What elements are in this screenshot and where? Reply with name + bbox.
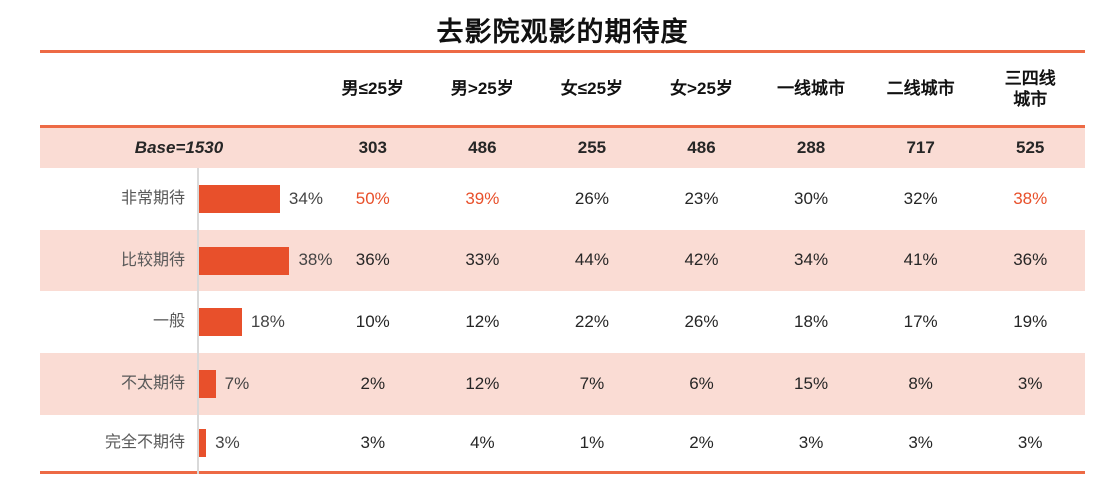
bar-cell: 非常期待 34% — [40, 168, 318, 230]
bar — [199, 185, 280, 213]
category-label: 不太期待 — [40, 374, 185, 393]
value-cell: 26% — [537, 189, 647, 209]
value-cell: 18% — [756, 312, 866, 332]
value-cell: 36% — [975, 250, 1085, 270]
value-cell: 19% — [975, 312, 1085, 332]
column-header-female-gt-25: 女>25岁 — [647, 79, 757, 99]
value-cell: 39% — [428, 189, 538, 209]
value-cell: 44% — [537, 250, 647, 270]
column-header-tier3-4-city: 三四线城市 — [975, 68, 1085, 111]
value-cell: 34% — [756, 250, 866, 270]
category-label: 非常期待 — [40, 189, 185, 208]
expectation-table: 男≤25岁 男>25岁 女≤25岁 女>25岁 一线城市 二线城市 三四线城市 … — [40, 50, 1085, 474]
value-cell: 23% — [647, 189, 757, 209]
value-cell: 22% — [537, 312, 647, 332]
category-label: 完全不期待 — [40, 433, 185, 452]
bar-cell: 不太期待 7% — [40, 353, 318, 415]
value-cell: 50% — [318, 189, 428, 209]
value-cell: 3% — [318, 433, 428, 453]
base-value: 255 — [537, 138, 647, 158]
value-cell: 12% — [428, 374, 538, 394]
value-cell: 32% — [866, 189, 976, 209]
value-cell: 17% — [866, 312, 976, 332]
base-value: 486 — [647, 138, 757, 158]
bar — [199, 370, 216, 398]
bar — [199, 247, 289, 275]
value-cell: 38% — [975, 189, 1085, 209]
value-cell: 7% — [537, 374, 647, 394]
report-page: 去影院观影的期待度 男≤25岁 男>25岁 女≤25岁 女>25岁 一线城市 二… — [0, 0, 1111, 499]
category-label: 比较期待 — [40, 251, 185, 270]
bar-value-label: 18% — [251, 312, 285, 332]
bar-value-label: 7% — [225, 374, 250, 394]
value-cell: 33% — [428, 250, 538, 270]
value-cell: 42% — [647, 250, 757, 270]
base-value: 525 — [975, 138, 1085, 158]
value-cell: 8% — [866, 374, 976, 394]
chart-title: 去影院观影的期待度 — [40, 10, 1085, 49]
value-cell: 10% — [318, 312, 428, 332]
value-cell: 2% — [647, 433, 757, 453]
chart-axis-line — [197, 168, 199, 474]
base-value: 717 — [866, 138, 976, 158]
bar — [199, 308, 242, 336]
bar-cell: 一般 18% — [40, 291, 318, 353]
value-cell: 3% — [756, 433, 866, 453]
value-cell: 30% — [756, 189, 866, 209]
bar-cell: 完全不期待 3% — [40, 415, 318, 471]
value-cell: 3% — [975, 374, 1085, 394]
base-row: Base=1530 303 486 255 486 288 717 525 — [40, 125, 1085, 168]
value-cell: 2% — [318, 374, 428, 394]
value-cell: 12% — [428, 312, 538, 332]
value-cell: 6% — [647, 374, 757, 394]
column-header-tier1-city: 一线城市 — [756, 79, 866, 99]
column-header-tier3-4-city-label: 三四线城市 — [1002, 68, 1058, 111]
value-cell: 26% — [647, 312, 757, 332]
bar-value-label: 3% — [215, 433, 240, 453]
base-value: 303 — [318, 138, 428, 158]
base-value: 486 — [428, 138, 538, 158]
base-label: Base=1530 — [40, 138, 318, 158]
category-label: 一般 — [40, 312, 185, 331]
table-header-row: 男≤25岁 男>25岁 女≤25岁 女>25岁 一线城市 二线城市 三四线城市 — [40, 53, 1085, 125]
value-cell: 15% — [756, 374, 866, 394]
column-header-male-gt-25: 男>25岁 — [428, 79, 538, 99]
value-cell: 3% — [866, 433, 976, 453]
bar — [199, 429, 206, 457]
value-cell: 41% — [866, 250, 976, 270]
value-cell: 4% — [428, 433, 538, 453]
value-cell: 1% — [537, 433, 647, 453]
bar-cell: 比较期待 38% — [40, 230, 318, 291]
value-cell: 3% — [975, 433, 1085, 453]
column-header-tier2-city: 二线城市 — [866, 79, 976, 99]
column-header-male-le-25: 男≤25岁 — [318, 79, 428, 99]
column-header-female-le-25: 女≤25岁 — [537, 79, 647, 99]
base-value: 288 — [756, 138, 866, 158]
value-cell: 36% — [318, 250, 428, 270]
